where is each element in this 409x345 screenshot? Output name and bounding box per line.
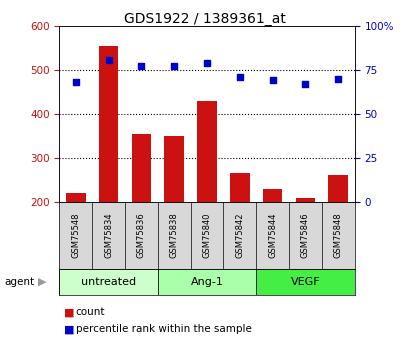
Text: GSM75842: GSM75842 bbox=[235, 213, 244, 258]
Point bbox=[138, 63, 144, 69]
Text: untreated: untreated bbox=[81, 277, 136, 287]
Text: GSM75840: GSM75840 bbox=[202, 213, 211, 258]
Text: ▶: ▶ bbox=[38, 277, 46, 287]
Text: GSM75834: GSM75834 bbox=[104, 213, 113, 258]
Text: GSM75836: GSM75836 bbox=[137, 213, 146, 258]
Text: GSM75844: GSM75844 bbox=[267, 213, 276, 258]
Text: GDS1922 / 1389361_at: GDS1922 / 1389361_at bbox=[124, 12, 285, 26]
Text: count: count bbox=[76, 307, 105, 317]
Text: GSM75848: GSM75848 bbox=[333, 213, 342, 258]
Point bbox=[301, 81, 308, 87]
Text: agent: agent bbox=[4, 277, 34, 287]
Point bbox=[334, 76, 341, 81]
Bar bbox=[197, 101, 216, 202]
Text: VEGF: VEGF bbox=[290, 277, 319, 287]
Bar bbox=[131, 134, 151, 202]
Point bbox=[203, 60, 210, 66]
Bar bbox=[256, 269, 354, 295]
Bar bbox=[328, 175, 347, 202]
Bar bbox=[59, 269, 157, 295]
Bar bbox=[295, 198, 315, 202]
Text: GSM75846: GSM75846 bbox=[300, 213, 309, 258]
Bar bbox=[99, 46, 118, 202]
Bar bbox=[157, 269, 256, 295]
Text: percentile rank within the sample: percentile rank within the sample bbox=[76, 325, 251, 334]
Point bbox=[171, 63, 177, 69]
Text: ■: ■ bbox=[63, 325, 74, 334]
Text: GSM75838: GSM75838 bbox=[169, 213, 178, 258]
Point bbox=[236, 74, 243, 80]
Text: GSM75548: GSM75548 bbox=[71, 213, 80, 258]
Point bbox=[72, 79, 79, 85]
Text: ■: ■ bbox=[63, 307, 74, 317]
Point bbox=[269, 78, 275, 83]
Bar bbox=[66, 193, 85, 202]
Text: Ang-1: Ang-1 bbox=[190, 277, 223, 287]
Bar bbox=[262, 189, 282, 202]
Point bbox=[105, 57, 112, 63]
Bar bbox=[164, 136, 184, 202]
Bar bbox=[229, 173, 249, 202]
